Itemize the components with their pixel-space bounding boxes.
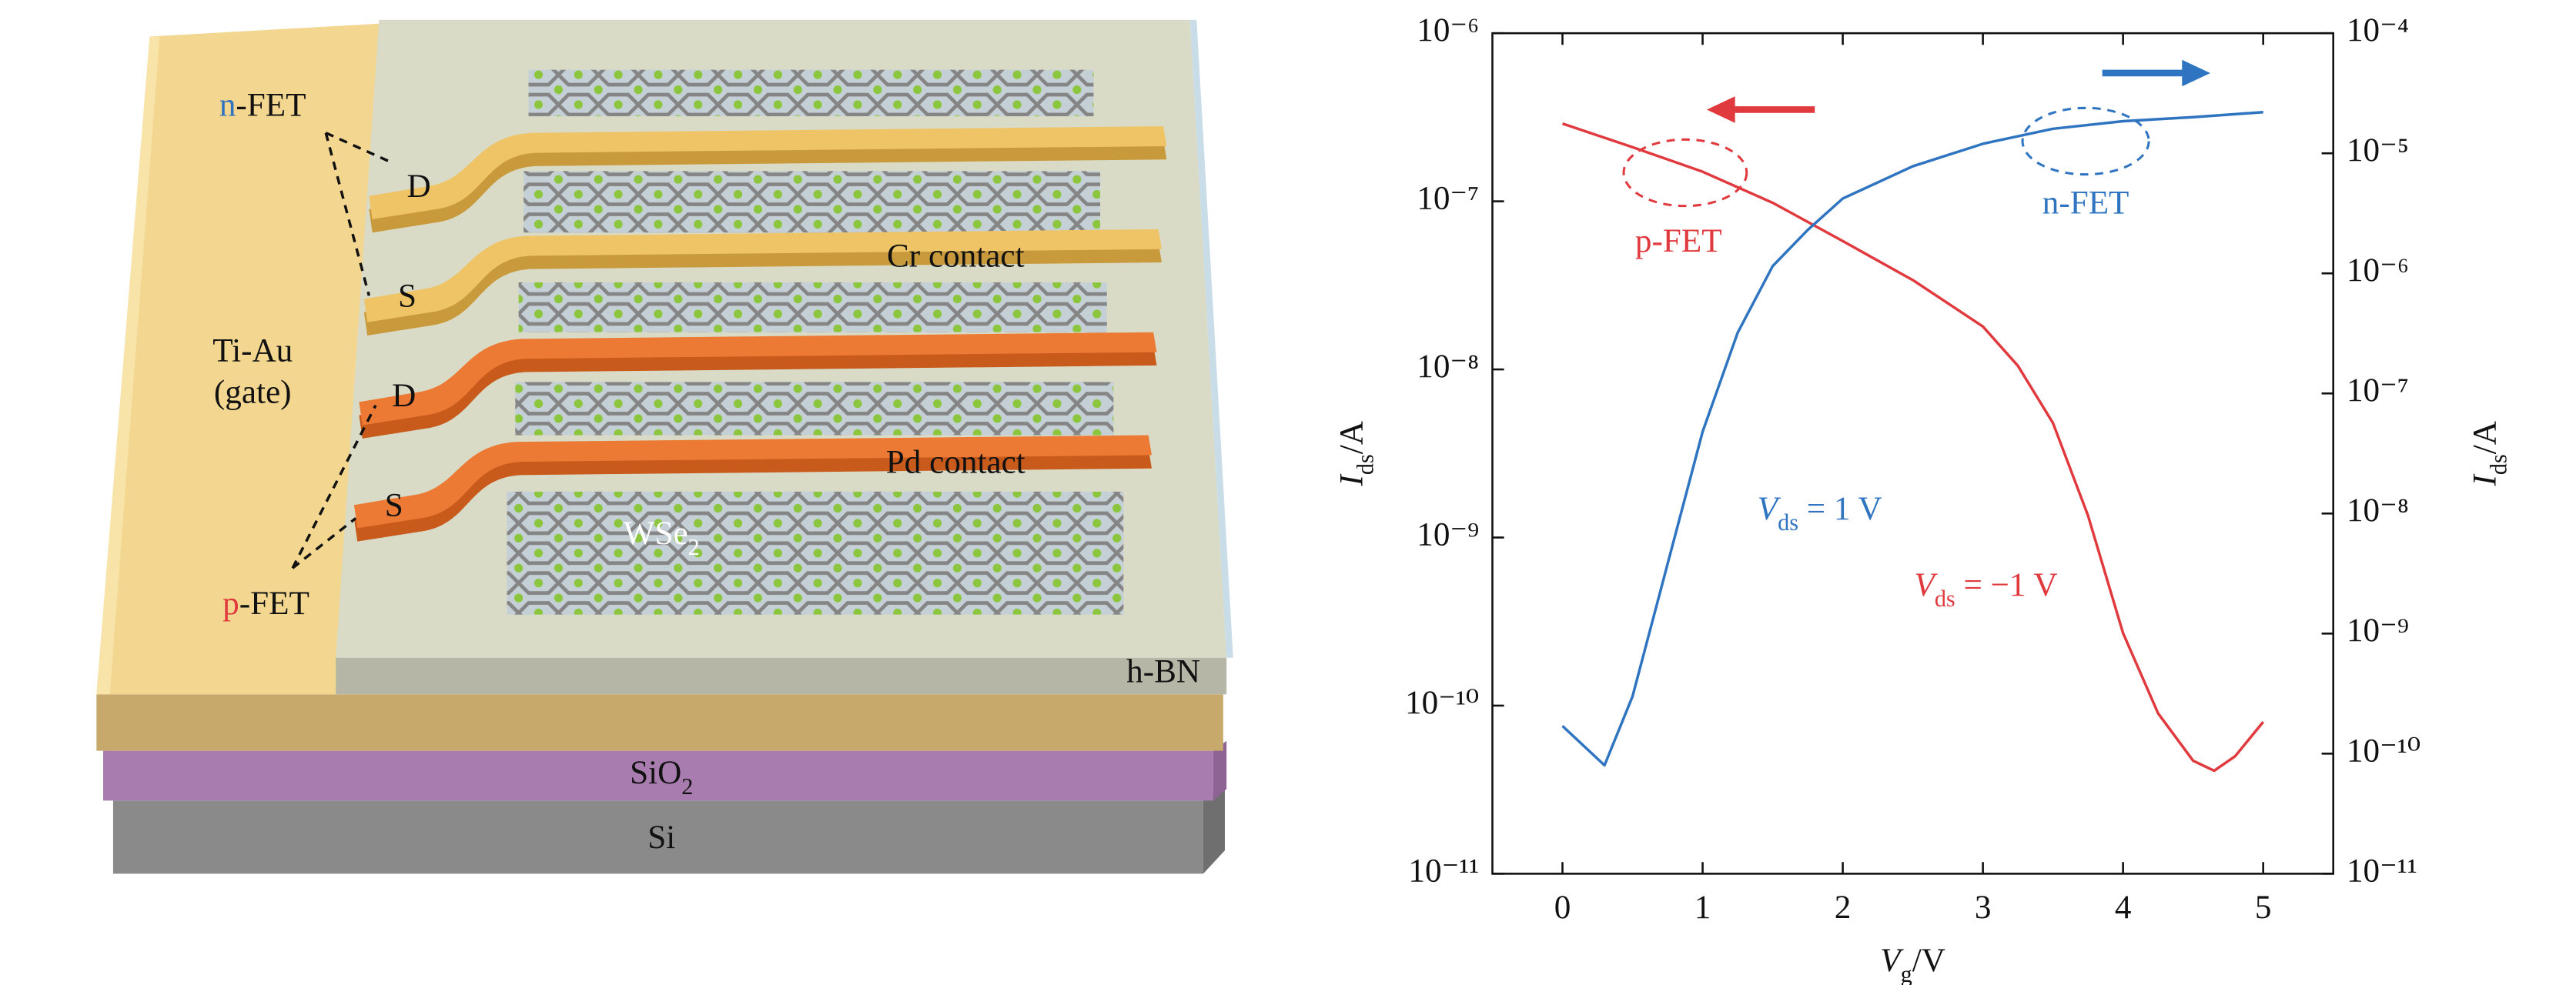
series-annotation-symbol: V [1758, 491, 1781, 527]
y2-tick-label: 10⁻⁴ [2347, 12, 2409, 48]
series-label: n-FET [2042, 185, 2129, 222]
y-tick-label: 10⁻⁷ [1417, 181, 1479, 217]
x-tick-label: 4 [2115, 890, 2132, 926]
wse2-base: WSe [624, 516, 688, 552]
sio2-sub: 2 [681, 773, 693, 800]
gate-label: (gate) [214, 375, 292, 411]
series-annotation-rest: = −1 V [1955, 567, 2058, 603]
y-tick-label: 10⁻¹¹ [1408, 853, 1479, 889]
hbn-label: h-BN [1126, 653, 1200, 690]
y2-axis-label-symbol: I [2467, 472, 2503, 486]
sio2-base: SiO [630, 755, 681, 791]
p-fet-label: p-FET [222, 586, 309, 622]
y-tick-label: 10⁻¹⁰ [1405, 685, 1479, 721]
x-tick-label: 0 [1554, 890, 1571, 926]
y2-axis-label-sub: ds [2485, 454, 2511, 475]
series-annotation-rest: = 1 V [1798, 491, 1882, 527]
pd-source: S [385, 487, 403, 523]
series-annotation-sub: ds [1935, 586, 1955, 612]
x-tick-label: 3 [1975, 890, 1992, 926]
x-tick-label: 2 [1835, 890, 1852, 926]
sio2-label: SiO2 [630, 755, 693, 800]
series-line [1561, 122, 2265, 773]
n-fet-prefix: n [219, 87, 236, 123]
x-tick-label: 1 [1694, 890, 1711, 926]
y2-axis-label: Ids/A [2467, 421, 2511, 486]
y2-tick-label: 10⁻⁸ [2347, 492, 2409, 529]
x-axis-label-rest: /V [1912, 943, 1945, 979]
y2-axis-label-rest: /A [2467, 421, 2503, 454]
y-axis-label-sub: ds [1352, 454, 1378, 475]
y2-tick-label: 10⁻⁵ [2347, 132, 2409, 169]
pd-contact: Pd contact [886, 444, 1025, 480]
y2-tick-label: 10⁻¹¹ [2347, 853, 2417, 889]
y2-tick-label: 10⁻⁷ [2347, 372, 2409, 409]
series-label: p-FET [1635, 223, 1722, 259]
series-line [1561, 111, 2263, 767]
series-annotation-sub: ds [1778, 509, 1798, 536]
pd-drain: D [392, 378, 416, 414]
y-tick-label: 10⁻⁸ [1417, 349, 1479, 385]
cr-source: S [398, 278, 417, 314]
si-label: Si [647, 820, 675, 856]
wse2-sub: 2 [688, 534, 700, 560]
y-tick-label: 10⁻⁹ [1417, 516, 1479, 553]
x-axis-label: Vg/V [1880, 943, 1945, 985]
gate-label: Ti-Au [212, 333, 293, 369]
n-fet-label: n-FET [219, 87, 306, 123]
x-axis-label-symbol: V [1880, 943, 1904, 979]
x-axis-label-sub: g [1901, 961, 1912, 985]
cr-drain: D [407, 169, 431, 205]
y-axis-label-rest: /A [1333, 421, 1370, 454]
series-annotation: Vds = 1 V [1758, 491, 1882, 536]
n-fet-rest: -FET [236, 87, 306, 123]
p-fet-rest: -FET [239, 586, 309, 622]
cr-contact: Cr contact [887, 239, 1025, 275]
series-annotation: Vds = −1 V [1914, 567, 2057, 612]
y2-tick-label: 10⁻⁹ [2347, 613, 2409, 649]
device-schematic [96, 19, 1233, 874]
x-tick-label: 5 [2255, 890, 2272, 926]
p-fet-prefix: p [222, 586, 239, 622]
wse2-label: WSe2 [624, 516, 700, 560]
plot-frame [1491, 32, 2335, 875]
y-tick-label: 10⁻⁶ [1417, 12, 1479, 48]
series-annotation-symbol: V [1914, 567, 1938, 603]
y-axis-label-symbol: I [1333, 472, 1370, 486]
y-axis-label: Ids/A [1333, 421, 1378, 486]
annotations [1622, 59, 2210, 208]
y2-tick-label: 10⁻⁶ [2347, 252, 2409, 289]
y2-tick-label: 10⁻¹⁰ [2347, 733, 2420, 769]
